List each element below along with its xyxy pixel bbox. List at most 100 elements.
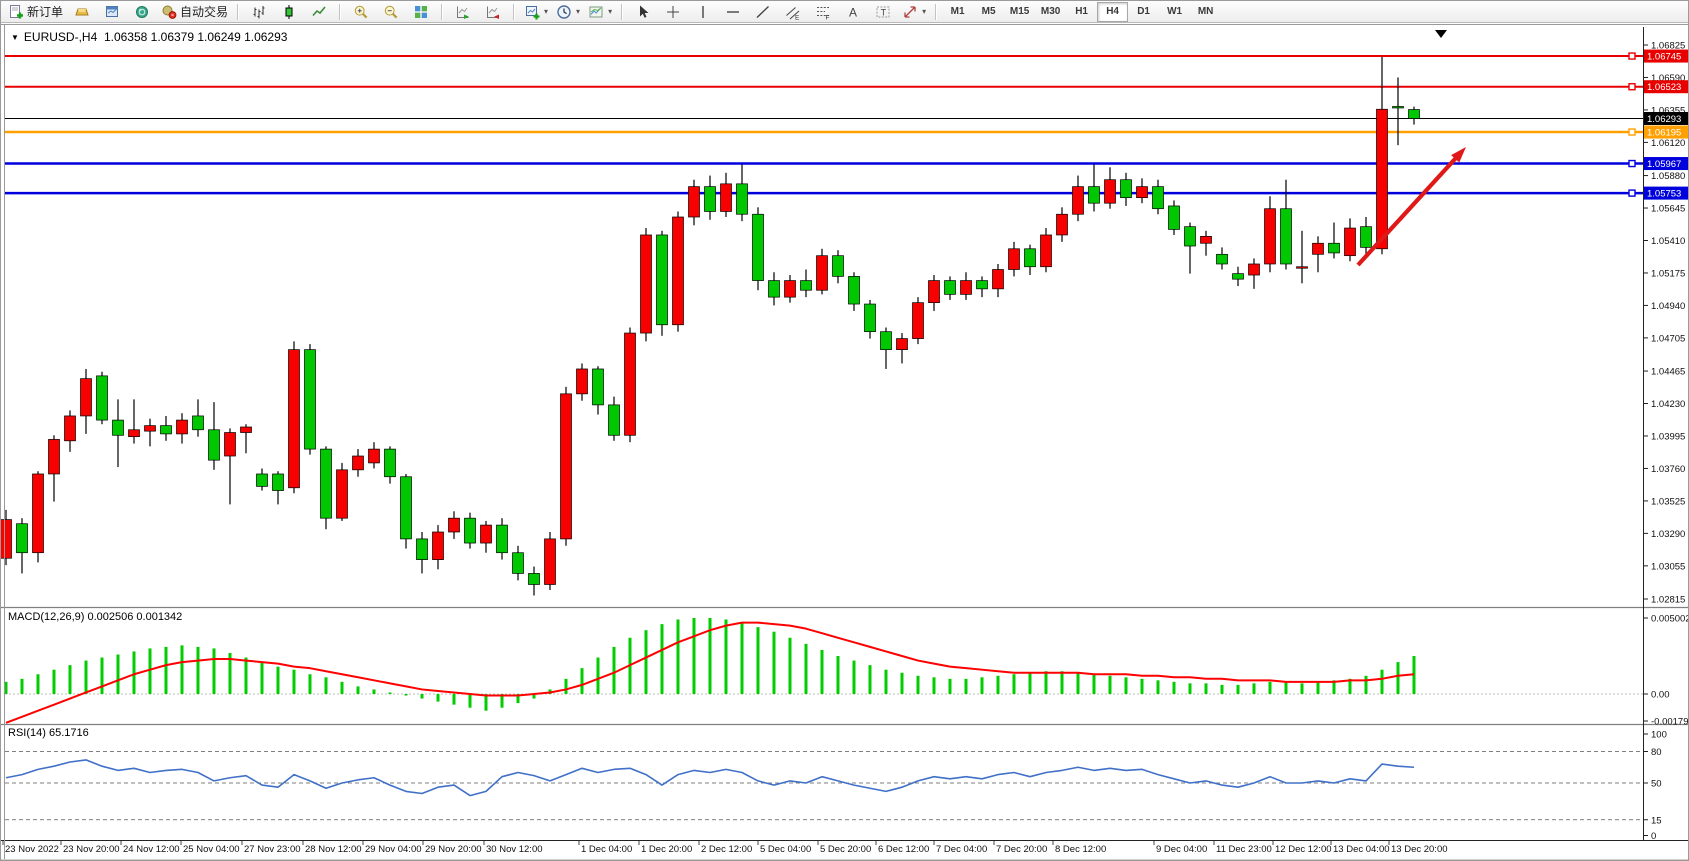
horizontal-line-tool-button[interactable]	[718, 1, 748, 23]
macd-indicator-label: MACD(12,26,9) 0.002506 0.001342	[8, 611, 183, 623]
time-tick-label: 5 Dec 20:00	[820, 844, 871, 855]
price-badge-1.06195[interactable]: 1.06195	[1644, 125, 1689, 139]
candle-body	[736, 183, 748, 215]
price-badge-1.05753[interactable]: 1.05753	[1644, 186, 1689, 200]
tile-windows-button[interactable]	[406, 1, 436, 23]
hline-handle-1.05967[interactable]	[1628, 159, 1636, 168]
hline-handle-1.06745[interactable]	[1628, 52, 1636, 60]
price-tick-label: 1.06590	[1651, 73, 1685, 84]
toolbar: 新订单 自动交易 ▾ ▾ ▾ E F A T ▾ M1 M5 M15 M30 H1 H4 D1 W1 MN	[1, 1, 1688, 23]
macd-signal-line	[5, 621, 1415, 724]
candle-body	[720, 183, 732, 212]
templates-button[interactable]: ▾	[584, 1, 616, 23]
data-window-button[interactable]	[97, 1, 127, 23]
bar-chart-mode-button[interactable]	[244, 1, 274, 23]
time-tick-label: 2 Dec 12:00	[701, 844, 752, 855]
periods-icon	[556, 4, 572, 20]
text-label-tool-button[interactable]: T	[868, 1, 898, 23]
trend-arrow-head[interactable]	[1451, 147, 1466, 163]
price-badge-1.06293[interactable]: 1.06293	[1644, 111, 1689, 125]
new-chart-dropdown-caret[interactable]: ▾	[544, 7, 549, 16]
crosshair-tool-button[interactable]	[658, 1, 688, 23]
price-badge-text: 1.06293	[1647, 114, 1681, 125]
price-shift-marker[interactable]	[1435, 30, 1447, 38]
line-chart-mode-button[interactable]	[304, 1, 334, 23]
candle-body	[1344, 227, 1356, 257]
hline-handle-1.05753[interactable]	[1628, 189, 1636, 197]
candle-body	[176, 419, 188, 435]
candle-body	[416, 538, 428, 560]
timeframe-mn-button[interactable]: MN	[1197, 6, 1214, 17]
candle-body	[432, 531, 444, 560]
hline-handle-1.06523[interactable]	[1628, 83, 1636, 91]
candle-body	[400, 476, 412, 540]
candle-body	[608, 404, 620, 436]
arrows-tool-dropdown-caret[interactable]: ▾	[922, 7, 927, 16]
candlestick-mode-button[interactable]	[274, 1, 304, 23]
market-watch-button[interactable]	[127, 1, 157, 23]
macd-indicator	[4, 618, 1643, 724]
time-tick-label: 28 Nov 12:00	[305, 844, 362, 855]
periods-dropdown-caret[interactable]: ▾	[576, 7, 581, 16]
timeframe-h4-button[interactable]: H4	[1097, 1, 1129, 22]
price-badge-bg	[1644, 157, 1688, 171]
chart-profile-button[interactable]	[67, 1, 97, 23]
horizontal-line-tool-icon	[725, 4, 741, 20]
candle-body	[1248, 263, 1260, 276]
new-chart-button[interactable]: ▾	[520, 1, 552, 23]
price-badge-1.05967[interactable]: 1.05967	[1644, 157, 1689, 171]
price-tick-label: 1.06825	[1651, 41, 1685, 52]
chart-shift-button[interactable]	[478, 1, 508, 23]
periods-button[interactable]: ▾	[552, 1, 584, 23]
candle-body	[48, 439, 60, 475]
hline-handle-1.06195[interactable]	[1628, 128, 1636, 136]
zoom-in-button[interactable]	[346, 1, 376, 23]
templates-dropdown-caret[interactable]: ▾	[608, 7, 613, 16]
price-badge-1.06523[interactable]: 1.06523	[1644, 80, 1689, 94]
timeframe-m5-button[interactable]: M5	[981, 6, 996, 17]
main-plot-area[interactable]	[5, 27, 1643, 607]
auto-scroll-button[interactable]	[448, 1, 478, 23]
candle-body	[336, 469, 348, 519]
text-tool-button[interactable]: A	[838, 1, 868, 23]
arrows-tool-button[interactable]: ▾	[898, 1, 930, 23]
rsi-indicator	[5, 751, 1643, 821]
trend-arrow-line[interactable]	[1356, 154, 1460, 267]
candle-body	[912, 302, 924, 339]
zoom-out-button[interactable]	[376, 1, 406, 23]
crosshair-tool-icon	[665, 4, 681, 20]
vertical-line-tool-button[interactable]	[688, 1, 718, 23]
timeframe-d1-button[interactable]: D1	[1137, 6, 1150, 17]
price-badge-text: 1.06745	[1647, 52, 1681, 63]
new-chart-icon	[524, 4, 540, 20]
price-badge-text: 1.05753	[1647, 189, 1681, 200]
autotrading-button[interactable]: 自动交易	[157, 1, 232, 23]
price-badge-1.06745[interactable]: 1.06745	[1644, 49, 1689, 63]
rsi-axis-label: 80	[1651, 747, 1662, 758]
equidistant-channel-tool-button[interactable]: E	[778, 1, 808, 23]
price-tick-label: 1.05410	[1651, 236, 1685, 247]
new-order-button[interactable]: 新订单	[4, 1, 67, 23]
chart-menu-caret[interactable]: ▼	[11, 33, 19, 42]
cursor-tool-button[interactable]	[628, 1, 658, 23]
timeframe-m30-button[interactable]: M30	[1040, 6, 1061, 17]
candle-body	[704, 186, 716, 212]
arrows-tool-icon	[902, 4, 918, 20]
data-window-icon	[104, 4, 120, 20]
price-badge-bg	[1644, 111, 1688, 125]
fibonacci-tool-button[interactable]: F	[808, 1, 838, 23]
rsi-axis-label: 0	[1651, 831, 1656, 842]
price-badge-text: 1.05967	[1647, 159, 1681, 170]
svg-text:T: T	[881, 7, 887, 17]
trendline-tool-button[interactable]	[748, 1, 778, 23]
timeframe-m15-button[interactable]: M15	[1009, 6, 1030, 17]
new-order-icon	[8, 4, 24, 20]
trend-arrow-annotation[interactable]	[1356, 147, 1466, 267]
zoom-out-icon	[383, 4, 399, 20]
candle-body	[896, 338, 908, 350]
timeframe-w1-button[interactable]: W1	[1167, 6, 1183, 17]
timeframe-m1-button[interactable]: M1	[950, 6, 965, 17]
timeframe-h1-button[interactable]: H1	[1075, 6, 1088, 17]
candle-body	[496, 524, 508, 554]
